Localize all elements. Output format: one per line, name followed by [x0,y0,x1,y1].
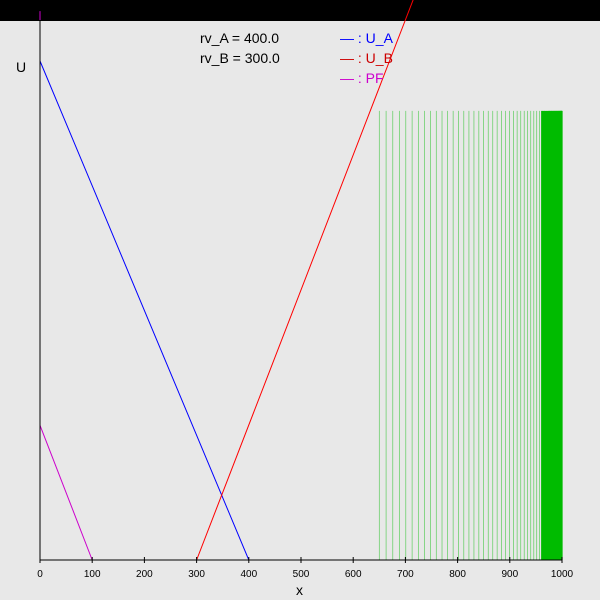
rv-a-label: rv_A = 400.0 [200,30,280,46]
series-line-pf [39,425,93,561]
legend-pf: — : PF [340,70,384,86]
x-tick-label: 200 [136,569,153,580]
x-ticks: 0 100 200 300 400 500 600 700 800 900 1000 [37,557,574,580]
green-vertical-lines [378,110,563,561]
x-tick-label: 500 [293,569,310,580]
x-tick-label: 100 [84,569,101,580]
x-tick-label: 600 [345,569,362,580]
x-axis-label: x [296,582,303,598]
x-tick-label: 1000 [551,569,574,580]
x-tick-label: 800 [449,569,466,580]
x-tick-label: 300 [188,569,205,580]
x-tick-label: 0 [37,569,43,580]
x-tick-label: 400 [240,569,257,580]
green-dense-band [541,110,562,561]
rv-b-label: rv_B = 300.0 [200,50,280,66]
x-tick-label: 700 [397,569,414,580]
y-axis-label: U [16,59,27,75]
top-bar [0,0,600,21]
legend-u-b: — : U_B [340,50,393,66]
legend-u-a: — : U_A [340,30,393,46]
x-tick-label: 900 [501,569,518,580]
